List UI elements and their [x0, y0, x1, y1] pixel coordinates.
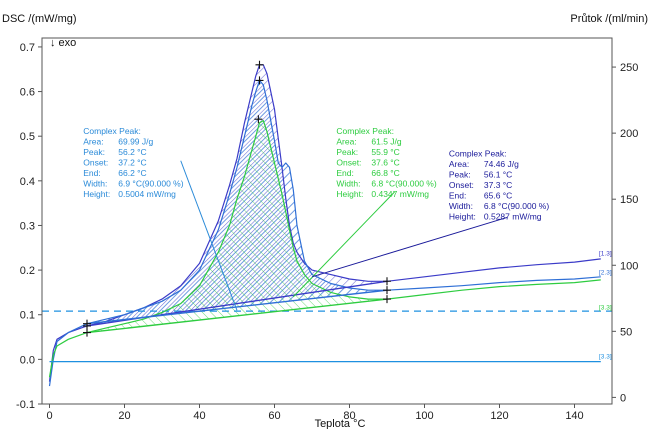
annotation-value: 69.99 J/g — [118, 136, 153, 146]
axes-layer — [41, 37, 613, 405]
annotation-label: Height: — [449, 211, 476, 221]
annotation-label: Height: — [336, 189, 363, 199]
annotation-label: Area: — [336, 136, 356, 146]
annotation-value: 6.9 °C(90.000 %) — [118, 178, 183, 188]
annotation-value: 37.2 °C — [118, 157, 146, 167]
x-tick-label: 120 — [490, 410, 508, 422]
y2-tick-label: 250 — [620, 62, 638, 74]
x-tick-label: 20 — [118, 410, 130, 422]
annotation-label: Peak: — [83, 147, 105, 157]
annotation-label: Peak: — [336, 147, 358, 157]
x-tick-label: 80 — [343, 410, 355, 422]
annotation-title-2: Complex Peak: — [336, 126, 394, 136]
annotation-value: 66.2 °C — [118, 168, 146, 178]
marker-4 — [383, 277, 391, 286]
annotation-leader-3 — [311, 216, 508, 278]
y-axis-title: DSC /(mW/mg) — [2, 13, 77, 25]
y2-tick-label: 150 — [620, 194, 638, 206]
x-axis-title: Teplota °C — [315, 418, 366, 429]
y-tick-label: 0.5 — [20, 131, 35, 143]
curve-tag: [2.3] — [599, 270, 612, 277]
peak-fill-layer — [87, 64, 387, 333]
annotation-label: Width: — [83, 178, 107, 188]
annotation-label: End: — [449, 190, 467, 200]
annotation-title-3: Complex Peak: — [449, 148, 507, 158]
y2-axis-title: Průtok /(ml/min) — [570, 13, 648, 25]
x-tick-label: 0 — [46, 410, 52, 422]
y2-tick-label: 100 — [620, 260, 638, 272]
annotation-value: 0.5004 mW/mg — [118, 189, 176, 199]
curve-tag-layer: [1.3] [2.3] [3.3] [3.3] — [599, 250, 612, 360]
peak-area-3 — [87, 120, 387, 333]
annotation-value: 37.3 °C — [484, 180, 512, 190]
plot-frame — [41, 37, 613, 405]
baseline-2 — [86, 289, 388, 325]
annotation-label: Width: — [449, 201, 473, 211]
annotation-label: Onset: — [336, 157, 361, 167]
annotation-value: 65.6 °C — [484, 190, 512, 200]
y-tick-label: 0.0 — [20, 354, 35, 366]
annotation-value: 6.8 °C(90.000 %) — [371, 178, 436, 188]
x-tick-label: 60 — [268, 410, 280, 422]
annotation-value: 66.8 °C — [371, 168, 399, 178]
y-tick-label: 0.2 — [20, 265, 35, 277]
y2-tick-label: 50 — [620, 326, 632, 338]
y2-tick-label: 200 — [620, 128, 638, 140]
marker-7 — [255, 60, 264, 69]
x-tick-label: 140 — [565, 410, 583, 422]
annotation-value: 37.6 °C — [371, 157, 399, 167]
annotation-value: 6.8 °C(90.000 %) — [484, 201, 549, 211]
marker-3 — [83, 319, 91, 328]
annotation-label: Width: — [336, 178, 360, 188]
series-layer — [48, 64, 601, 387]
curve-tag: [1.3] — [599, 250, 612, 257]
marker-2 — [83, 328, 91, 337]
annotation-label: Onset: — [83, 157, 108, 167]
annotation-value: 74.46 J/g — [484, 159, 519, 169]
marker-layer — [83, 60, 391, 337]
x-tick-label: 40 — [193, 410, 205, 422]
annotation-title-1: Complex Peak: — [83, 126, 141, 136]
y-tick-label: 0.3 — [20, 220, 35, 232]
marker-8 — [255, 76, 264, 85]
annotation-label: Onset: — [449, 180, 474, 190]
annotation-value: 0.5287 mW/mg — [484, 211, 542, 221]
annotation-label: Area: — [449, 159, 469, 169]
baseline-3 — [86, 298, 388, 334]
annotation-value: 56.2 °C — [118, 147, 146, 157]
marker-6 — [383, 295, 391, 304]
series-line-1 — [48, 64, 601, 382]
annotation-label: End: — [336, 168, 354, 178]
y2-tick-label: 0 — [620, 392, 626, 404]
y-tick-label: -0.1 — [16, 399, 35, 411]
y-tick-label: 0.7 — [20, 42, 35, 54]
annotation-label: Height: — [83, 189, 110, 199]
annotation-leader-1 — [180, 160, 238, 311]
marker-5 — [383, 286, 391, 295]
x-tick-label: 100 — [415, 410, 433, 422]
annotation-value: 56.1 °C — [484, 169, 512, 179]
curve-tag: [3.3] — [599, 304, 612, 311]
annotation-label: End: — [83, 168, 101, 178]
marker-9 — [254, 115, 263, 124]
y-tick-label: 0.1 — [20, 310, 35, 322]
y-tick-label: 0.4 — [20, 176, 35, 188]
baseline-layer — [86, 280, 388, 334]
annotation-value: 61.5 J/g — [371, 136, 402, 146]
curve-tag: [3.3] — [599, 353, 612, 360]
annotation-label: Peak: — [449, 169, 471, 179]
annotation-value: 0.4347 mW/mg — [371, 189, 429, 199]
y-tick-label: 0.6 — [20, 87, 35, 99]
tick-layer: 0 20 40 60 80 100 120 140 -0.1 0.0 0.1 0.2 0.3 0.4 0.5… — [16, 42, 638, 422]
exo-direction-label: ↓ exo — [50, 37, 76, 49]
annotation-leader-2 — [292, 191, 395, 298]
annotation-label: Area: — [83, 136, 103, 146]
annotation-value: 55.9 °C — [371, 147, 399, 157]
